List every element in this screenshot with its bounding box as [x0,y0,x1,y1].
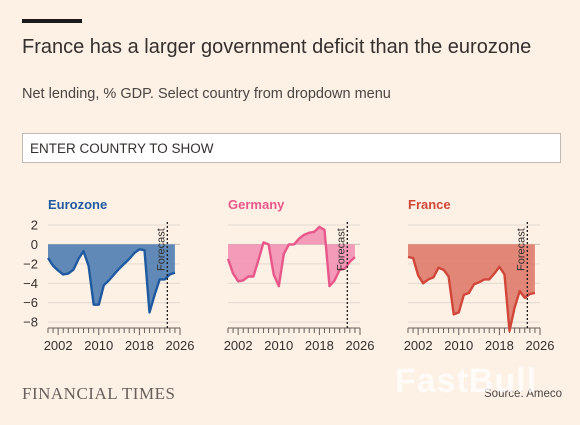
small-multiples-chart: Eurozone 2 0 −2 −4 −6 −8 2002 2010 2018 2026 Foreca… [23,197,555,353]
chart-panel-eurozone: Eurozone 2 0 −2 −4 −6 −8 2002 2010 2018 2026 Foreca… [23,197,194,353]
y-tick-label: −2 [23,256,38,271]
x-tick-label: 2018 [485,338,514,353]
top-accent-bar [22,19,82,23]
y-tick-label: −8 [23,315,38,330]
ft-brand-logo: FINANCIAL TIMES [22,384,176,403]
x-tick-label: 2002 [404,338,433,353]
series-area [48,244,175,313]
chart-panel-france: France 2002 2010 2018 2026 Forecast [404,197,555,353]
x-tick-label: 2026 [346,338,375,353]
x-tick-label: 2018 [125,338,154,353]
forecast-label: Forecast [335,228,347,271]
watermark-logo: FastBull [395,362,538,400]
panel-title: Eurozone [48,197,107,212]
series-area [228,226,355,287]
x-tick-label: 2002 [44,338,73,353]
forecast-label: Forecast [155,228,167,271]
x-tick-label: 2026 [526,338,555,353]
x-tick-label: 2002 [224,338,253,353]
page-title: France has a larger government deficit t… [22,36,532,58]
y-tick-label: −6 [23,295,38,310]
y-tick-label: 0 [31,237,38,252]
x-tick-label: 2018 [305,338,334,353]
panel-title: France [408,197,451,212]
panel-title: Germany [228,197,285,212]
x-tick-label: 2010 [264,338,293,353]
country-search-input[interactable] [22,133,561,163]
y-tick-label: 2 [31,217,38,232]
series-line [407,255,536,333]
page-subtitle: Net lending, % GDP. Select country from … [22,86,391,102]
source-note: Source: Ameco [484,388,562,400]
series-line [226,225,356,288]
forecast-label: Forecast [515,228,527,271]
x-tick-label: 2010 [444,338,473,353]
x-tick-label: 2010 [84,338,113,353]
x-tick-label: 2026 [166,338,195,353]
series-line [46,248,176,314]
y-tick-label: −4 [23,276,38,291]
chart-panel-germany: Germany 2002 2010 2018 2026 Forecast [224,197,375,353]
